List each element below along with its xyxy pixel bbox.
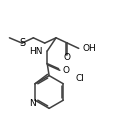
Text: S: S [19, 38, 25, 48]
Text: O: O [62, 66, 69, 75]
Text: OH: OH [82, 44, 96, 53]
Text: O: O [64, 53, 71, 62]
Text: N: N [29, 99, 36, 108]
Text: HN: HN [29, 46, 43, 56]
Text: Cl: Cl [76, 74, 84, 83]
